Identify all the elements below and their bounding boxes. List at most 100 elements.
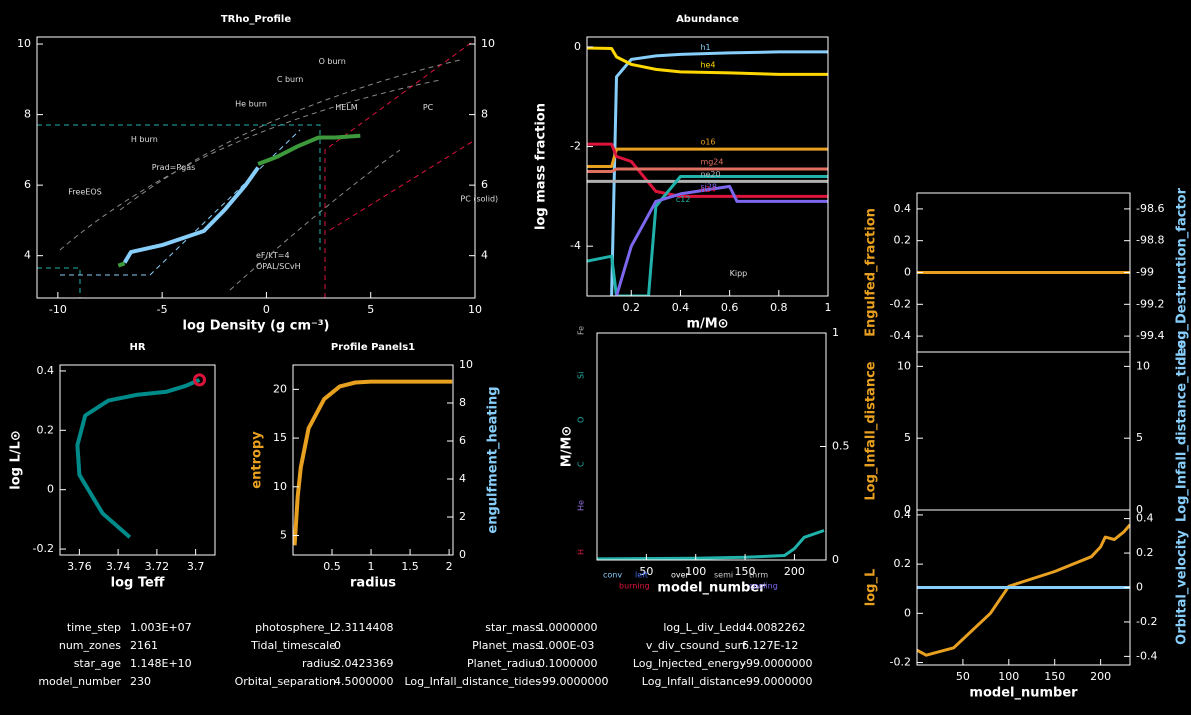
x-tick-label: 100	[685, 565, 706, 578]
x-tick-label: 5	[367, 303, 374, 316]
legend-entry: burning	[619, 582, 650, 591]
x-tick-label: 150	[1044, 670, 1065, 683]
y-tick-label: 10	[17, 37, 31, 50]
series-line	[122, 166, 260, 264]
summary-value: 0	[334, 639, 341, 652]
y-tick-label: -0.2	[33, 542, 54, 555]
y-tick-label: 0.4	[37, 364, 55, 377]
plot-frame	[586, 36, 829, 297]
series-line	[257, 133, 361, 166]
annotation: OPAL/SCvH	[256, 262, 301, 271]
x-tick-label: 0.5	[323, 560, 341, 573]
summary-value: 230	[130, 675, 151, 688]
x-tick-label: 2	[446, 560, 453, 573]
x-tick-label: 0.8	[770, 301, 788, 314]
y-tick-label: 5	[280, 529, 287, 542]
series-line	[587, 175, 828, 296]
y-tick-label: 4	[24, 249, 31, 262]
x-tick-label: 50	[639, 565, 653, 578]
y-tick-label: 20	[273, 382, 287, 395]
y-tick-label: -0.2	[890, 297, 911, 310]
y2-tick-label: 0.2	[1136, 546, 1154, 559]
chart-title: Abundance	[676, 14, 739, 25]
summary-name: Log_Injected_energy	[633, 657, 747, 670]
element-label: Fe	[577, 326, 586, 335]
series-line	[597, 529, 825, 560]
x-tick-label: 10	[468, 303, 482, 316]
series-line	[917, 523, 1130, 657]
y-tick-label: 10	[897, 359, 911, 372]
x-axis-label: log Density (g cm⁻³)	[182, 319, 329, 334]
summary-value: 1.003E+07	[130, 621, 192, 634]
y2-tick-label: 4	[481, 249, 488, 262]
x-axis-label: m/M⊙	[686, 317, 728, 332]
summary-value: 4.5000000	[334, 675, 394, 688]
y-tick-label: 5	[904, 431, 911, 444]
y-tick-label: 0.4	[894, 202, 912, 215]
y-tick-label: 0	[904, 606, 911, 619]
legend-entry: thrm	[749, 571, 768, 580]
y2-tick-label: 5	[1136, 431, 1143, 444]
y-tick-label: 8	[24, 108, 31, 121]
y2-tick-label: 6	[481, 178, 488, 191]
series-line	[117, 261, 126, 268]
annotation: O burn	[319, 57, 346, 66]
y2-tick-label: 10	[459, 358, 473, 371]
summary-name: log_L_div_Ledd	[663, 621, 746, 634]
y-tick-label: 0.2	[37, 423, 55, 436]
summary-name: radius	[302, 657, 336, 670]
series-line	[610, 50, 828, 296]
summary-name: v_div_csound_surf	[646, 639, 747, 652]
y-tick-label: 0.2	[894, 234, 912, 247]
legend-entry: semi	[714, 571, 733, 580]
legend-entry: conv	[603, 571, 622, 580]
x-tick-label: -5	[157, 303, 168, 316]
y-tick-label: 0	[47, 483, 54, 496]
y-tick-label: 0	[904, 503, 911, 516]
y-tick-label: -2	[570, 140, 581, 153]
series-line	[75, 377, 201, 539]
series-label: c12	[676, 195, 691, 204]
summary-name: model_number	[38, 675, 121, 688]
element-label: C	[577, 461, 586, 467]
y-axis-label: entropy	[250, 431, 265, 489]
y-axis-label: log L/L⊙	[9, 430, 24, 489]
y-axis-label: Log_Infall_distance	[864, 361, 879, 500]
y-axis-label: log mass fraction	[534, 103, 549, 230]
summary-value: 1.0000000	[538, 621, 598, 634]
y2-tick-label: -98.6	[1136, 202, 1164, 215]
plot-frame	[916, 351, 1131, 511]
y2-tick-label: 0	[459, 548, 466, 561]
y2-tick-label: -99.4	[1136, 329, 1164, 342]
current-point	[193, 373, 206, 387]
annotation: C burn	[277, 75, 304, 84]
y2-tick-label: 4	[459, 472, 466, 485]
summary-name: Tidal_timescale	[250, 639, 336, 652]
y2-axis-label: Log_Infall_distance_tides	[1175, 340, 1190, 523]
series-label: o16	[700, 138, 715, 147]
legend-entry: left	[635, 571, 648, 580]
x-tick-label: 50	[956, 670, 970, 683]
panel	[293, 379, 453, 546]
x-tick-label: -10	[49, 303, 67, 316]
y-tick-label: -0.4	[890, 329, 911, 342]
plot-frame	[292, 364, 454, 556]
y2-tick-label: -0.2	[1136, 615, 1157, 628]
y-tick-label: 6	[24, 178, 31, 191]
x-tick-label: 3.72	[145, 560, 170, 573]
x-tick-label: 1	[825, 301, 832, 314]
y2-tick-label: 2	[459, 510, 466, 523]
x-tick-label: 1.5	[401, 560, 419, 573]
x-tick-label: 0.4	[672, 301, 690, 314]
panel	[597, 529, 825, 560]
y-axis-label: Engulfed_fraction	[864, 208, 879, 337]
summary-name: photosphere_L	[255, 621, 337, 634]
y-tick-label: -4	[570, 239, 581, 252]
element-label: He	[577, 500, 586, 511]
y2-tick-label: 8	[459, 396, 466, 409]
y-axis-label: log_L	[864, 569, 879, 606]
panel	[587, 46, 828, 296]
annotation: eF/kT=4	[256, 251, 290, 260]
y2-tick-label: 0	[832, 553, 839, 566]
plot-frame	[59, 364, 216, 556]
